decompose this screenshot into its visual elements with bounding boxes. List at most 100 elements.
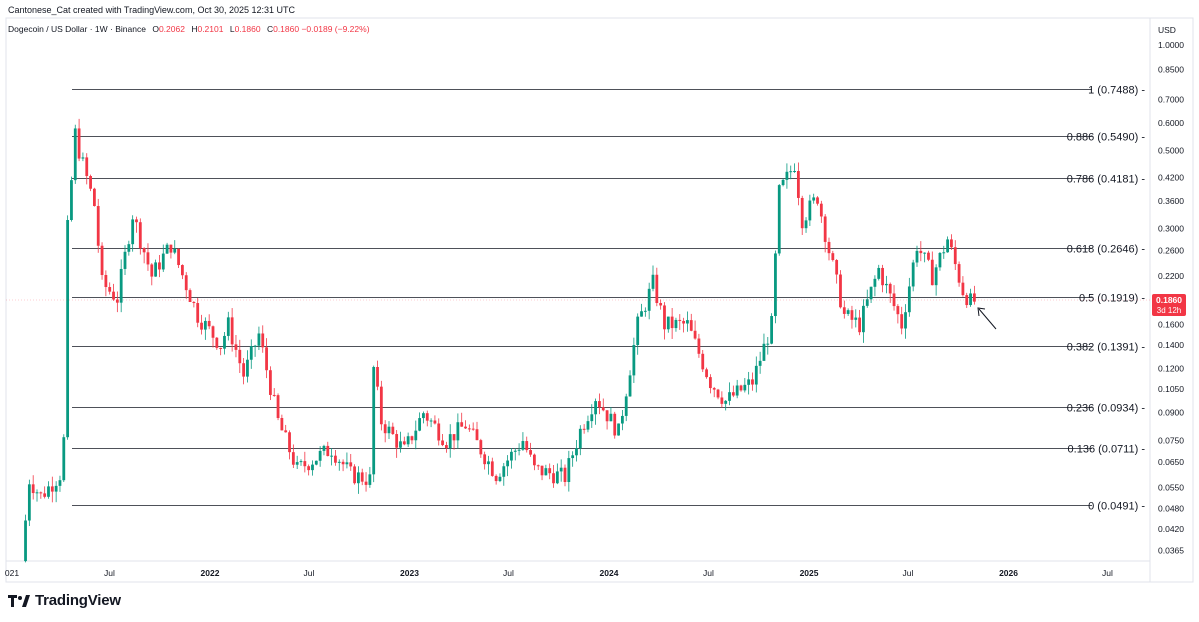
candle xyxy=(770,313,774,345)
candle xyxy=(215,337,219,350)
bar-countdown: 3d 12h xyxy=(1157,306,1181,315)
candle xyxy=(693,320,697,340)
candle xyxy=(142,247,146,264)
candle xyxy=(911,259,915,292)
fib-label-3: 0.618 (0.2646) - xyxy=(1067,244,1146,256)
y-tick-label-16: 0.0750 xyxy=(1158,435,1184,445)
candle xyxy=(418,412,422,432)
candle xyxy=(854,309,858,328)
x-tick-label-11: Jul xyxy=(1102,568,1113,578)
candle xyxy=(123,245,127,276)
candle xyxy=(138,218,142,255)
candle xyxy=(617,423,620,436)
candle xyxy=(827,237,831,261)
y-tick-label-14: 0.1050 xyxy=(1158,384,1184,394)
ohlc-close-key: C xyxy=(266,24,274,34)
candle xyxy=(188,288,192,303)
candle xyxy=(762,333,766,361)
candle xyxy=(349,453,353,471)
candle xyxy=(586,415,590,433)
candle xyxy=(211,325,215,348)
candle xyxy=(892,285,896,311)
ohlc-high-key: H xyxy=(191,24,198,34)
candle xyxy=(475,421,479,441)
candle xyxy=(942,245,946,259)
candle xyxy=(777,184,781,256)
candle xyxy=(47,481,50,499)
candle xyxy=(295,455,299,470)
candle xyxy=(383,420,387,443)
candle xyxy=(881,264,884,293)
candle xyxy=(663,302,666,340)
candle xyxy=(800,195,804,235)
candle xyxy=(284,424,288,433)
candle xyxy=(146,243,150,271)
candle xyxy=(196,298,200,328)
candle xyxy=(701,350,705,373)
candle xyxy=(594,398,598,425)
candle xyxy=(387,421,391,439)
time-axis[interactable]: 021 Jul 2022 Jul 2023 Jul 2024 Jul 2025 Jul 2026 Ju… xyxy=(5,568,1113,578)
candle xyxy=(249,339,253,369)
candle xyxy=(961,276,965,297)
fib-label-2: 0.786 (0.4181) - xyxy=(1067,174,1146,186)
candle xyxy=(303,451,307,473)
x-tick-label-1: Jul xyxy=(104,568,115,578)
candle xyxy=(177,248,180,269)
candle xyxy=(708,374,712,394)
candle xyxy=(575,439,578,462)
candle xyxy=(697,333,701,358)
price-axis-unit: USD xyxy=(1158,25,1176,35)
candle xyxy=(739,384,743,392)
candle xyxy=(548,463,552,480)
candle xyxy=(479,438,483,458)
candle xyxy=(291,444,295,469)
candle xyxy=(43,486,47,499)
candle xyxy=(433,415,437,425)
candle xyxy=(360,468,364,486)
candle xyxy=(754,356,758,393)
candle xyxy=(169,244,173,259)
x-tick-label-6: 2024 xyxy=(600,568,619,578)
candle xyxy=(686,311,689,332)
price-axis[interactable]: 1.0000 0.8500 0.7000 0.6000 0.5000 0.4200 0.36… xyxy=(1158,40,1184,555)
candle xyxy=(651,265,655,292)
candle xyxy=(345,452,349,469)
candle xyxy=(402,436,406,446)
candle xyxy=(307,464,311,476)
last-price-badge: 0.1860 3d 12h xyxy=(1152,294,1186,316)
candle xyxy=(127,240,131,256)
candle xyxy=(758,351,762,374)
tradingview-brand[interactable]: TradingView xyxy=(8,592,121,609)
candle xyxy=(154,259,158,277)
candle xyxy=(839,270,842,309)
candle xyxy=(81,152,85,162)
last-price-badge-bg xyxy=(1152,294,1186,316)
candles xyxy=(24,118,976,563)
candle xyxy=(689,313,693,332)
candle xyxy=(816,196,819,206)
candle xyxy=(666,316,670,333)
candle xyxy=(544,464,548,476)
candle xyxy=(659,299,663,310)
y-tick-label-4: 0.5000 xyxy=(1158,146,1184,156)
candle xyxy=(521,432,525,451)
candle xyxy=(395,430,399,458)
candle xyxy=(487,455,490,475)
candle xyxy=(77,118,81,162)
candle xyxy=(846,308,850,316)
candle xyxy=(965,292,969,308)
candle xyxy=(54,481,58,503)
candle xyxy=(655,267,659,307)
fib-label-1: 0.886 (0.5490) - xyxy=(1067,132,1146,144)
candle xyxy=(219,347,223,356)
y-tick-label-3: 0.6000 xyxy=(1158,118,1184,128)
candle xyxy=(207,314,211,330)
candle xyxy=(513,448,517,461)
candle xyxy=(452,434,456,450)
candle xyxy=(632,337,636,383)
candle xyxy=(337,459,341,471)
candle xyxy=(789,165,793,180)
candle xyxy=(907,277,911,317)
